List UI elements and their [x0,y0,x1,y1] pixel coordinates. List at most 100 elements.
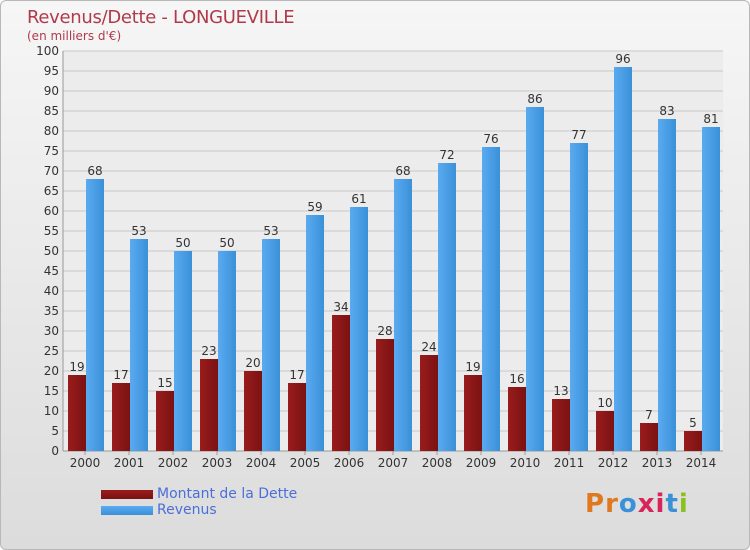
y-tick-label: 40 [44,284,59,298]
x-tick-label: 2010 [510,456,541,470]
data-label-dette: 19 [69,360,84,374]
x-tick-label: 2002 [158,456,189,470]
data-label-dette: 34 [333,300,348,314]
bar-revenus [86,179,104,451]
x-tick-label: 2011 [554,456,585,470]
x-tick-label: 2014 [686,456,717,470]
bar-revenus [658,119,676,451]
y-tick-label: 50 [44,244,59,258]
x-tick-label: 2005 [290,456,321,470]
y-tick-label: 60 [44,204,59,218]
y-tick-label: 35 [44,304,59,318]
x-tick-label: 2000 [70,456,101,470]
bar-revenus [614,67,632,451]
x-tick-label: 2006 [334,456,365,470]
data-label-dette: 20 [245,356,260,370]
y-tick-label: 90 [44,84,59,98]
bar-dette [200,359,218,451]
x-tick-label: 2009 [466,456,497,470]
data-label-dette: 17 [289,368,304,382]
x-tick-label: 2013 [642,456,673,470]
data-label-revenus: 96 [615,52,630,66]
bar-revenus [262,239,280,451]
legend-label-revenus: Revenus [157,502,217,518]
y-tick-label: 75 [44,144,59,158]
y-tick-label: 45 [44,264,59,278]
bar-dette [288,383,306,451]
bar-revenus [570,143,588,451]
chart-title: Revenus/Dette - LONGUEVILLE [27,7,295,28]
bar-dette [376,339,394,451]
data-label-revenus: 68 [395,164,410,178]
bar-dette [552,399,570,451]
y-tick-label: 0 [51,444,59,458]
y-tick-label: 70 [44,164,59,178]
bar-revenus [218,251,236,451]
chart-subtitle: (en milliers d'€) [27,29,122,43]
bar-dette [68,375,86,451]
legend-label-dette: Montant de la Dette [157,486,298,502]
data-label-revenus: 76 [483,132,498,146]
bar-dette [640,423,658,451]
y-tick-label: 30 [44,324,59,338]
y-tick-label: 80 [44,124,59,138]
y-tick-label: 55 [44,224,59,238]
bar-dette [596,411,614,451]
x-tick-label: 2008 [422,456,453,470]
y-tick-label: 95 [44,64,59,78]
bar-revenus [438,163,456,451]
data-label-dette: 17 [113,368,128,382]
y-tick-label: 100 [36,44,59,58]
data-label-revenus: 61 [351,192,366,206]
y-tick-label: 65 [44,184,59,198]
bar-dette [684,431,702,451]
bar-revenus [130,239,148,451]
bar-revenus [306,215,324,451]
bar-dette [112,383,130,451]
data-label-dette: 28 [377,324,392,338]
legend-swatch-dette [101,490,153,499]
data-label-dette: 24 [421,340,436,354]
data-label-dette: 23 [201,344,216,358]
y-tick-label: 85 [44,104,59,118]
data-label-dette: 13 [553,384,568,398]
x-tick-label: 2001 [114,456,145,470]
data-label-dette: 19 [465,360,480,374]
data-label-revenus: 72 [439,148,454,162]
data-label-revenus: 81 [703,112,718,126]
y-tick-label: 10 [44,404,59,418]
data-label-revenus: 59 [307,200,322,214]
bar-dette [464,375,482,451]
x-tick-label: 2012 [598,456,629,470]
data-label-revenus: 50 [219,236,234,250]
data-label-revenus: 77 [571,128,586,142]
bar-revenus [482,147,500,451]
x-tick-label: 2007 [378,456,409,470]
bar-dette [420,355,438,451]
data-label-revenus: 83 [659,104,674,118]
x-tick-label: 2003 [202,456,233,470]
y-tick-label: 25 [44,344,59,358]
bar-dette [332,315,350,451]
bar-dette [156,391,174,451]
y-tick-label: 20 [44,364,59,378]
data-label-revenus: 86 [527,92,542,106]
data-label-dette: 15 [157,376,172,390]
bar-revenus [394,179,412,451]
data-label-revenus: 53 [131,224,146,238]
bar-revenus [702,127,720,451]
legend-swatch-revenus [101,506,153,515]
data-label-revenus: 50 [175,236,190,250]
x-tick-label: 2004 [246,456,277,470]
data-label-dette: 10 [597,396,612,410]
bar-dette [244,371,262,451]
y-tick-label: 15 [44,384,59,398]
data-label-revenus: 68 [87,164,102,178]
data-label-dette: 16 [509,372,524,386]
data-label-dette: 7 [645,408,653,422]
proxiti-logo: Proxiti [585,489,689,519]
y-tick-label: 5 [51,424,59,438]
data-label-revenus: 53 [263,224,278,238]
